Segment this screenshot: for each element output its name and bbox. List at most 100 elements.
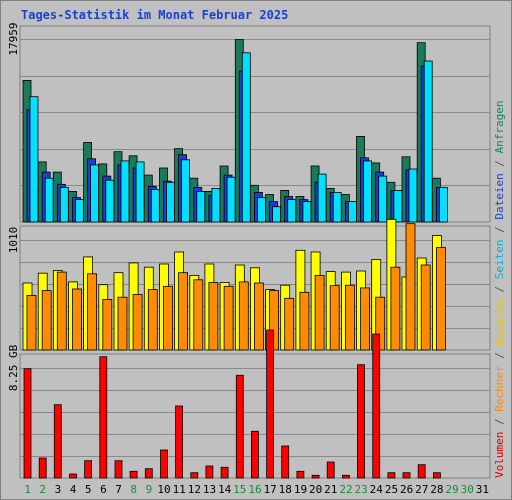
bar-rechner-day-22 <box>344 284 355 351</box>
bar-volumen-day-17 <box>266 329 275 479</box>
x-tick-label-day-18: 18 <box>279 483 292 496</box>
bar-rechner-day-6 <box>102 298 113 351</box>
x-tick-label-day-20: 20 <box>309 483 322 496</box>
bar-seiten-day-17 <box>272 206 282 223</box>
bar-volumen-day-18 <box>281 445 290 479</box>
bar-rechner-day-21 <box>329 285 340 351</box>
x-tick-label-day-28: 28 <box>430 483 443 496</box>
bar-rechner-day-4 <box>72 288 82 351</box>
bar-seiten-day-21 <box>332 191 342 223</box>
bar-volumen-day-22 <box>341 474 350 479</box>
x-tick-label-day-21: 21 <box>324 483 337 496</box>
legend-part: / <box>493 412 506 432</box>
bar-volumen-day-1 <box>23 368 32 479</box>
bar-volumen-day-21 <box>326 461 335 479</box>
x-tick-label-day-4: 4 <box>70 483 77 496</box>
bar-volumen-day-10 <box>160 449 168 479</box>
bar-rechner-day-10 <box>163 285 173 351</box>
bar-volumen-day-19 <box>296 470 305 479</box>
x-tick-label-day-22: 22 <box>339 483 352 496</box>
x-tick-label-day-17: 17 <box>264 483 277 496</box>
x-tick-label-day-12: 12 <box>188 483 201 496</box>
bar-seiten-day-2 <box>44 177 54 223</box>
bar-rechner-day-12 <box>193 279 204 351</box>
bar-seiten-day-13 <box>211 187 221 223</box>
y-tick-label-requests: 17959 <box>7 22 20 55</box>
y-tick-label-visits: 1010 <box>7 227 20 254</box>
bar-volumen-day-26 <box>402 472 411 479</box>
legend-part: Volumen <box>493 432 506 478</box>
x-tick-label-day-2: 2 <box>39 483 46 496</box>
bar-seiten-day-15 <box>241 52 251 223</box>
bar-rechner-day-17 <box>269 290 280 351</box>
x-tick-label-day-5: 5 <box>85 483 92 496</box>
x-tick-label-day-6: 6 <box>100 483 107 496</box>
legend: Volumen / Rechner / Besuche / Seiten / D… <box>493 100 506 478</box>
bar-volumen-day-24 <box>372 333 381 479</box>
bar-volumen-day-7 <box>114 460 123 479</box>
bar-volumen-day-28 <box>432 472 441 479</box>
bar-rechner-day-19 <box>299 291 310 351</box>
bar-volumen-day-2 <box>38 457 47 479</box>
x-tick-label-day-1: 1 <box>24 483 31 496</box>
bar-volumen-day-25 <box>387 472 396 479</box>
legend-part: Seiten <box>493 240 506 280</box>
x-tick-label-day-23: 23 <box>354 483 367 496</box>
bar-seiten-day-18 <box>287 199 297 223</box>
bar-volumen-day-16 <box>250 430 259 479</box>
bar-volumen-day-15 <box>235 374 244 479</box>
bar-seiten-day-3 <box>59 186 69 223</box>
x-tick-label-day-7: 7 <box>115 483 122 496</box>
bar-seiten-day-27 <box>423 60 433 223</box>
bar-volumen-day-23 <box>357 364 365 479</box>
bar-seiten-day-10 <box>166 181 175 223</box>
legend-part: Anfragen <box>493 100 506 153</box>
x-tick-label-day-25: 25 <box>385 483 398 496</box>
bar-volumen-day-13 <box>205 465 214 479</box>
legend-part: / <box>493 279 506 299</box>
legend-part: Rechner <box>493 365 506 412</box>
bar-seiten-day-22 <box>347 201 357 223</box>
bar-rechner-day-16 <box>253 282 264 351</box>
x-tick-label-day-16: 16 <box>248 483 261 496</box>
bar-rechner-day-18 <box>284 297 295 351</box>
bar-volumen-day-9 <box>144 468 153 479</box>
bar-rechner-day-9 <box>147 289 158 351</box>
x-tick-label-day-27: 27 <box>415 483 428 496</box>
bar-seiten-day-11 <box>181 159 191 223</box>
bar-rechner-day-24 <box>375 296 386 351</box>
bar-seiten-day-23 <box>363 160 372 223</box>
bar-rechner-day-23 <box>360 287 370 351</box>
bar-volumen-day-20 <box>311 474 320 479</box>
bar-volumen-day-4 <box>69 473 77 479</box>
x-tick-label-day-14: 14 <box>218 483 232 496</box>
bar-seiten-day-26 <box>408 168 418 223</box>
bar-volumen-day-14 <box>220 466 229 479</box>
legend-part: Besuche <box>493 299 506 345</box>
bar-rechner-day-1 <box>26 295 37 351</box>
bar-seiten-day-24 <box>378 175 388 223</box>
bar-seiten-day-5 <box>90 164 99 223</box>
bar-seiten-day-7 <box>120 160 130 223</box>
bar-volumen-day-12 <box>190 472 199 479</box>
x-tick-label-day-3: 3 <box>55 483 62 496</box>
bar-rechner-day-28 <box>435 247 446 351</box>
bar-rechner-day-11 <box>178 272 189 351</box>
x-tick-label-day-13: 13 <box>203 483 216 496</box>
bar-seiten-day-1 <box>29 96 39 223</box>
bar-rechner-day-5 <box>87 273 97 351</box>
legend-part: / <box>493 153 506 173</box>
page-title: Tages-Statistik im Monat Februar 2025 <box>21 8 289 22</box>
bar-volumen-day-3 <box>53 404 62 479</box>
bar-seiten-day-16 <box>256 197 266 223</box>
bar-seiten-day-4 <box>75 199 84 223</box>
x-tick-label-day-30: 30 <box>461 483 474 496</box>
x-tick-label-day-8: 8 <box>130 483 137 496</box>
bar-rechner-day-20 <box>314 274 325 351</box>
bar-volumen-day-8 <box>129 470 138 479</box>
bar-rechner-day-8 <box>132 294 143 351</box>
x-tick-label-day-29: 29 <box>445 483 458 496</box>
bar-seiten-day-12 <box>196 190 206 223</box>
bar-rechner-day-15 <box>238 281 249 351</box>
